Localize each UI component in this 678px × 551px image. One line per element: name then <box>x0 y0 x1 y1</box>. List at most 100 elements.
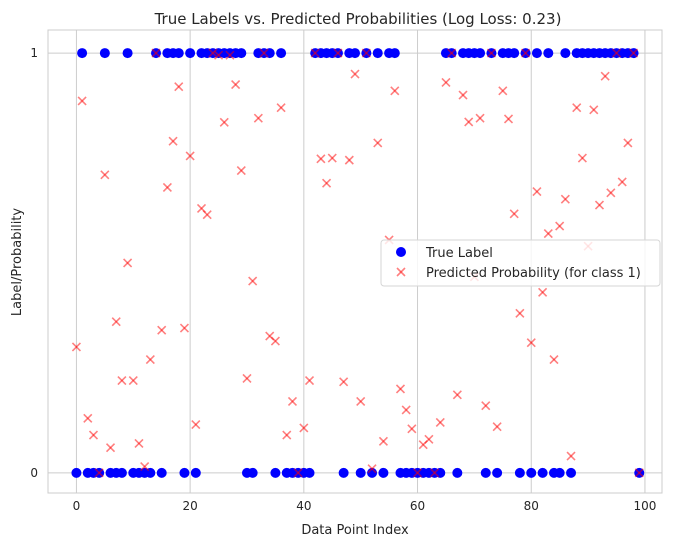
predicted-probability-point <box>549 354 559 365</box>
true-label-point <box>99 48 110 59</box>
predicted-probability-point <box>248 276 258 286</box>
predicted-probability-point <box>123 258 133 268</box>
true-label-point <box>543 48 554 59</box>
predicted-probability-point <box>191 420 201 430</box>
data-marks <box>71 48 645 478</box>
y-tick-label: 0 <box>30 466 38 480</box>
predicted-probability-point <box>623 138 633 148</box>
plot-frame <box>47 29 663 494</box>
predicted-probability-point <box>236 166 246 176</box>
predicted-probability-point <box>316 154 326 164</box>
predicted-probability-point <box>327 153 337 163</box>
predicted-probability-point <box>185 151 195 161</box>
true-label-point <box>435 467 446 478</box>
predicted-probability-point <box>555 221 565 231</box>
true-label-point <box>492 467 503 478</box>
predicted-probability-point <box>140 461 150 472</box>
predicted-probability-point <box>310 48 320 58</box>
predicted-probability-point <box>344 155 354 165</box>
predicted-probability-point <box>560 194 570 204</box>
predicted-probability-point <box>464 117 474 127</box>
x-tick-label: 40 <box>296 499 311 513</box>
predicted-probability-point <box>532 187 542 197</box>
true-label-point <box>236 48 247 59</box>
predicted-probability-point <box>452 390 462 400</box>
predicted-probability-point <box>128 375 138 386</box>
predicted-probability-point <box>117 375 127 386</box>
true-label-point <box>173 48 184 59</box>
true-label-point <box>264 48 275 59</box>
predicted-probability-point <box>486 48 497 58</box>
predicted-probability-point <box>481 401 491 411</box>
legend: True Label Predicted Probability (for cl… <box>380 239 661 287</box>
predicted-probability-point <box>71 342 81 352</box>
predicted-probability-point <box>543 229 553 239</box>
predicted-probability-point <box>270 336 280 346</box>
predicted-probability-point <box>367 464 377 474</box>
predicted-probability-point <box>282 430 292 440</box>
true-label-point <box>304 467 315 478</box>
true-label-point <box>480 467 491 478</box>
predicted-probability-point <box>395 384 406 394</box>
predicted-probability-point <box>509 209 519 219</box>
legend-marker-true-label <box>396 247 406 257</box>
predicted-probability-point <box>253 113 263 123</box>
true-label-point <box>350 48 360 59</box>
true-label-point <box>566 467 577 478</box>
predicted-probability-point <box>600 71 610 81</box>
true-label-point <box>247 467 258 478</box>
predicted-probability-point <box>594 200 605 210</box>
predicted-probability-point <box>617 177 627 187</box>
legend-label-true-label: True Label <box>425 246 493 261</box>
predicted-probability-point <box>293 468 303 478</box>
predicted-probability-point <box>577 153 587 163</box>
true-label-point <box>378 467 389 478</box>
true-label-point <box>276 48 287 59</box>
predicted-probability-point <box>611 48 622 58</box>
true-label-point <box>475 48 486 59</box>
predicted-probability-point <box>572 103 582 113</box>
predicted-probability-point <box>83 413 93 423</box>
predicted-probability-point <box>520 48 531 58</box>
predicted-probability-point <box>157 325 167 335</box>
predicted-probability-point <box>447 48 457 58</box>
predicted-probability-point <box>276 103 286 113</box>
predicted-probability-point <box>412 468 423 478</box>
true-label-point <box>190 467 201 478</box>
x-tick-label: 100 <box>633 499 656 513</box>
predicted-probability-point <box>424 434 434 444</box>
true-label-point <box>560 48 571 59</box>
predicted-probability-point <box>430 468 440 478</box>
predicted-probability-point <box>174 82 184 92</box>
predicted-probability-point <box>259 48 269 58</box>
true-label-point <box>509 48 520 59</box>
predicted-probability-point <box>151 48 161 58</box>
predicted-probability-point <box>606 188 616 198</box>
y-tick-label: 1 <box>30 46 38 60</box>
predicted-probability-point <box>356 396 366 407</box>
true-label-point <box>77 48 88 59</box>
predicted-probability-point <box>350 69 360 79</box>
predicted-probability-point <box>373 138 383 148</box>
predicted-probability-point <box>458 90 468 100</box>
x-axis-label: Data Point Index <box>301 523 409 538</box>
x-tick-label: 0 <box>73 499 81 513</box>
predicted-probability-point <box>242 373 252 383</box>
true-label-point <box>372 48 383 59</box>
legend-label-predicted: Predicted Probability (for class 1) <box>426 266 641 281</box>
true-label-point <box>355 467 366 478</box>
true-label-point <box>554 467 565 478</box>
predicted-probability-point <box>503 114 514 124</box>
chart-title: True Labels vs. Predicted Probabilities … <box>154 10 562 28</box>
predicted-probability-point <box>219 117 229 127</box>
predicted-probability-point <box>339 377 349 387</box>
predicted-probability-point <box>287 396 298 407</box>
true-label-point <box>514 467 525 478</box>
predicted-probability-point <box>145 354 155 365</box>
predicted-probability-point <box>475 113 485 123</box>
predicted-probability-point <box>515 308 525 318</box>
true-label-point <box>116 467 127 478</box>
predicted-probability-point <box>111 317 121 327</box>
true-label-point <box>537 467 548 478</box>
